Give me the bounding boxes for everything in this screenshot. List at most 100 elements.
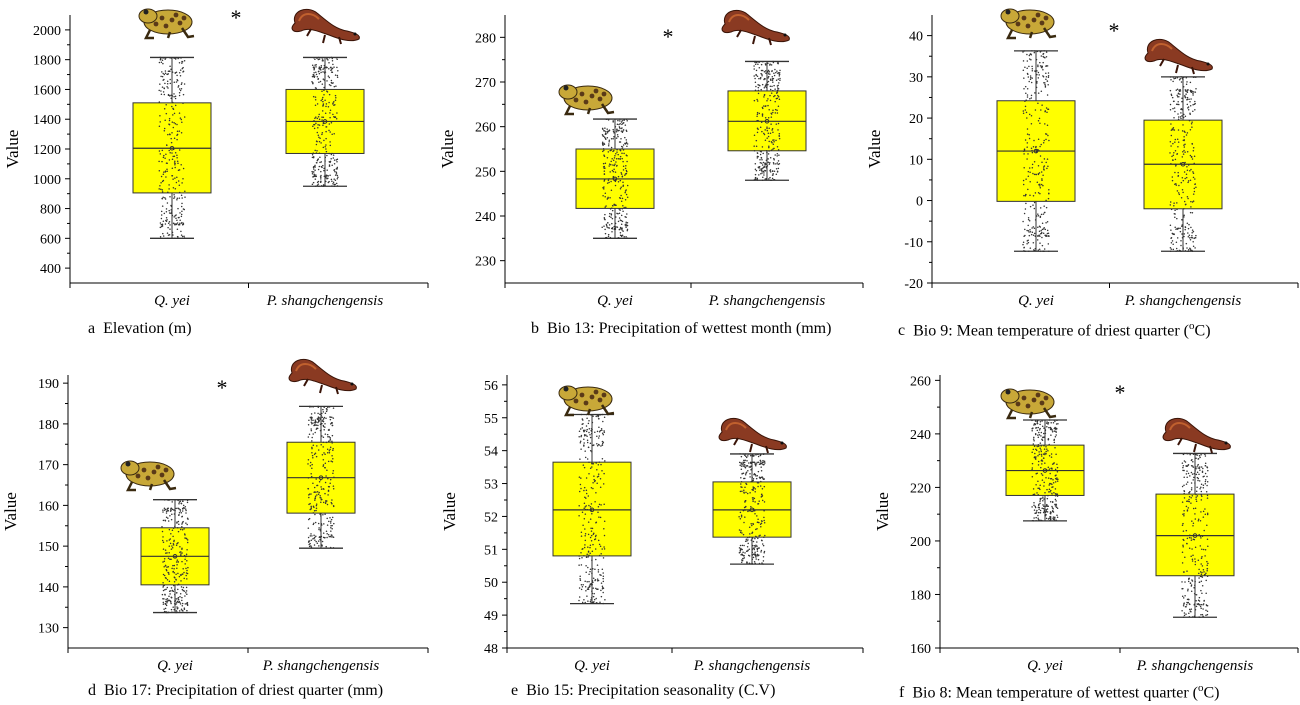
mean-marker [318, 475, 324, 480]
panel-letter-f: f [899, 684, 905, 702]
mean-marker [1033, 148, 1039, 154]
box-q-yei [996, 50, 1076, 253]
box-q-yei [575, 118, 655, 240]
salamander-icon [1144, 38, 1213, 75]
frog-icon [138, 8, 195, 40]
frog-icon [558, 84, 615, 116]
box-p-shangchengensis [1143, 76, 1223, 252]
y-axis-label: Value [865, 130, 884, 169]
x-category-label: Q. yei [1027, 658, 1063, 674]
y-axis-label: Value [3, 130, 22, 169]
significance-asterisk: * [1115, 380, 1126, 405]
y-tick-label: 160 [38, 499, 59, 514]
iqr-box [552, 461, 632, 557]
y-tick-label: 800 [40, 203, 61, 218]
y-tick-label: 180 [910, 588, 931, 603]
y-tick-label: 280 [475, 31, 496, 46]
y-axis-label: Value [1, 492, 20, 531]
caption-text-c: Bio 9: Mean temperature of driest quarte… [913, 322, 1190, 340]
panel-letter-c: c [898, 322, 906, 340]
y-tick-label: 30 [909, 71, 923, 86]
box-plot-a: 400 600 800 1000 1200 1400 1600 1800 2000 Value Q.… [3, 5, 429, 309]
y-tick-label: 250 [475, 165, 496, 180]
jitter-points [1022, 50, 1050, 253]
jitter-points [161, 498, 189, 614]
jitter-points [1031, 419, 1059, 522]
caption-text-f: Bio 8: Mean temperature of wettest quart… [912, 684, 1198, 702]
y-tick-label: 0 [916, 195, 923, 210]
y-tick-label: -20 [904, 277, 923, 292]
caption-unit-sup-f: o [1198, 682, 1204, 694]
jitter-points [738, 453, 766, 565]
y-axis-label: Value [438, 130, 457, 169]
y-tick-label: 1800 [33, 54, 61, 69]
chart-panel-c: -20 -10 0 10 20 30 40 Value Q. yei P. shangchenge… [865, 0, 1300, 345]
y-tick-label: 40 [909, 30, 923, 45]
mean-marker [612, 176, 618, 182]
caption-text-e: Bio 15: Precipitation seasonality (C.V) [526, 682, 776, 699]
y-tick-label: 10 [909, 153, 923, 168]
significance-asterisk: * [231, 5, 242, 30]
y-tick-label: 1600 [33, 83, 61, 98]
x-category-label: P. shangchengensis [693, 658, 811, 674]
box-plot-f: 160 180 200 220 240 260 Value Q. yei P. shangche… [873, 374, 1299, 674]
mean-marker [589, 507, 595, 513]
jitter-points [601, 118, 629, 240]
x-category-label: P. shangchengensis [1124, 293, 1242, 309]
y-tick-label: -10 [904, 236, 923, 251]
y-tick-label: 52 [484, 510, 498, 525]
y-tick-label: 140 [38, 581, 59, 596]
y-tick-label: 190 [38, 377, 59, 392]
salamander-icon [718, 417, 787, 454]
x-category-label: Q. yei [154, 293, 190, 309]
x-category-label: P. shangchengensis [266, 293, 384, 309]
caption-unit-sup-c: o [1189, 320, 1195, 332]
box-p-shangchengensis [727, 60, 807, 182]
caption-d: d Bio 17: Precipitation of driest quarter… [88, 682, 383, 700]
box-q-yei [552, 413, 632, 605]
y-tick-label: 200 [910, 535, 931, 550]
salamander-icon [288, 358, 357, 395]
y-tick-label: 1000 [33, 173, 61, 188]
caption-c: c Bio 9: Mean temperature of driest quart… [898, 320, 1211, 340]
caption-b: b Bio 13: Precipitation of wettest month … [531, 320, 831, 338]
frog-icon [120, 460, 177, 492]
frog-icon [558, 385, 615, 417]
x-category-label: P. shangchengensis [262, 658, 380, 674]
y-tick-label: 130 [38, 622, 59, 637]
y-tick-label: 220 [910, 481, 931, 496]
y-tick-label: 260 [475, 121, 496, 136]
y-tick-label: 49 [484, 609, 498, 624]
caption-f: f Bio 8: Mean temperature of wettest quar… [899, 682, 1220, 702]
y-tick-label: 51 [484, 543, 498, 558]
box-plot-e: 48 49 50 51 52 53 54 55 56 Value Q. yei P. shangche… [440, 375, 864, 674]
caption-unit-f: C) [1203, 684, 1220, 702]
box-p-shangchengensis [285, 56, 365, 187]
caption-e: e Bio 15: Precipitation seasonality (C.V) [511, 682, 775, 700]
panel-letter-a: a [88, 320, 96, 337]
salamander-icon [1162, 417, 1231, 454]
y-tick-label: 2000 [33, 24, 61, 39]
caption-unit-c: C) [1194, 322, 1211, 340]
panel-letter-d: d [88, 682, 96, 699]
mean-marker [1180, 161, 1186, 167]
box-plot-c: -20 -10 0 10 20 30 40 Value Q. yei P. shangchenge… [865, 8, 1299, 309]
y-tick-label: 240 [475, 210, 496, 225]
significance-asterisk: * [663, 24, 674, 49]
y-tick-label: 230 [475, 255, 496, 270]
y-tick-label: 20 [909, 112, 923, 127]
box-p-shangchengensis [286, 405, 356, 549]
box-q-yei [140, 498, 210, 614]
x-category-label: P. shangchengensis [1136, 658, 1254, 674]
y-tick-label: 160 [910, 642, 931, 657]
chart-panel-f: 160 180 200 220 240 260 Value Q. yei P. shangche… [866, 345, 1300, 705]
y-axis-label: Value [873, 492, 892, 531]
y-tick-label: 1400 [33, 113, 61, 128]
box-plot-b: 230 240 250 260 270 280 Value Q. yei P. shangche… [438, 9, 864, 309]
panel-letter-e: e [511, 682, 519, 699]
y-tick-label: 170 [38, 459, 59, 474]
mean-marker [1042, 468, 1048, 473]
y-tick-label: 150 [38, 540, 59, 555]
panel-letter-b: b [531, 320, 539, 337]
y-tick-label: 240 [910, 428, 931, 443]
